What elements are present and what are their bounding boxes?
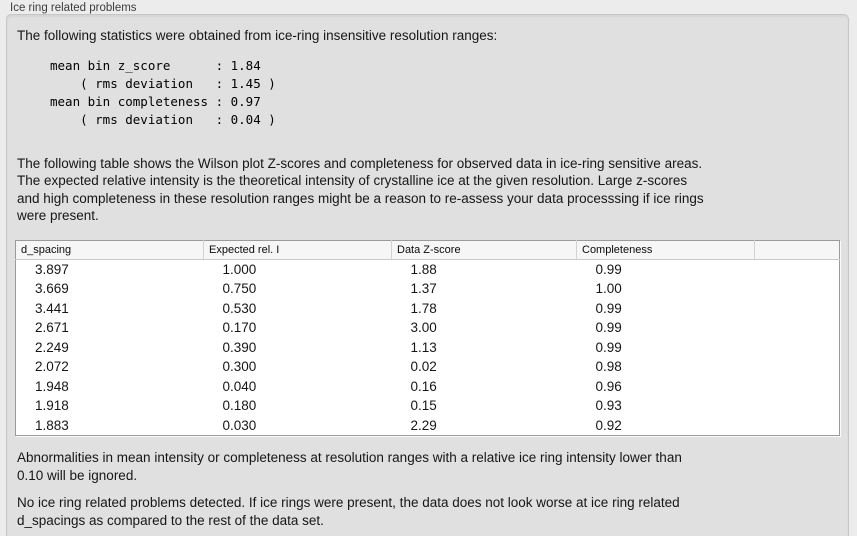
cell-d-spacing: 3.669 [35,281,69,296]
cell-empty [755,338,840,358]
cell-empty [755,279,840,299]
table-description: The following table shows the Wilson plo… [17,155,704,224]
column-header-completeness: Completeness [576,240,755,260]
column-header-data-z-score: Data Z-score [391,240,577,260]
cell-data-z-score: 2.29 [410,417,437,433]
table-body: 3.897 1.000 1.88 0.99 3.669 0.750 1.37 1… [16,259,840,436]
cell-data-z-score: 0.02 [410,359,437,374]
table-row[interactable]: 3.669 0.750 1.37 1.00 [16,279,840,299]
table-row[interactable]: 2.249 0.390 1.13 0.99 [16,338,840,358]
cell-expected-rel-i: 0.390 [222,339,257,355]
cell-d-spacing: 3.441 [35,300,69,316]
statistics-block: mean bin z_score : 1.84 ( rms deviation … [50,57,276,127]
table-row[interactable]: 2.072 0.300 0.02 0.98 [16,357,840,377]
cell-d-spacing: 2.671 [35,320,69,335]
cell-expected-rel-i: 0.300 [222,359,257,374]
cell-empty [755,396,840,416]
cell-empty [755,259,840,279]
cell-completeness: 0.93 [595,398,622,413]
cell-completeness: 0.92 [595,417,622,433]
table-row[interactable]: 1.883 0.030 2.29 0.92 [16,416,840,436]
cell-empty [755,318,840,338]
cell-completeness: 0.98 [595,359,622,374]
table-row[interactable]: 1.948 0.040 0.16 0.96 [16,377,840,397]
table-row[interactable]: 3.441 0.530 1.78 0.99 [16,299,840,319]
cell-data-z-score: 1.88 [410,261,437,277]
table-row[interactable]: 2.671 0.170 3.00 0.99 [16,318,840,338]
intro-text: The following statistics were obtained f… [17,28,498,43]
cell-expected-rel-i: 0.040 [222,378,257,394]
cell-completeness: 0.96 [595,378,622,394]
table-row[interactable]: 1.918 0.180 0.15 0.93 [16,396,840,416]
cell-expected-rel-i: 1.000 [222,261,257,277]
cell-completeness: 0.99 [595,261,622,277]
cell-data-z-score: 1.37 [410,281,437,296]
cell-data-z-score: 0.15 [410,398,437,413]
cell-data-z-score: 3.00 [410,320,437,335]
cell-empty [755,357,840,377]
cell-empty [755,299,840,319]
cell-expected-rel-i: 0.180 [222,398,257,413]
cell-completeness: 0.99 [595,320,622,335]
cell-expected-rel-i: 0.530 [222,300,257,316]
cell-data-z-score: 1.78 [410,300,437,316]
cell-completeness: 1.00 [595,281,622,296]
groupbox-title: Ice ring related problems [10,2,137,14]
cell-completeness: 0.99 [595,300,622,316]
table-row[interactable]: 3.897 1.000 1.88 0.99 [16,259,840,279]
cell-data-z-score: 1.13 [410,339,437,355]
table-header-row: d_spacing Expected rel. I Data Z-score C… [15,240,840,260]
cell-d-spacing: 1.918 [35,398,69,413]
column-header-expected-rel-i: Expected rel. I [203,240,392,260]
cell-d-spacing: 2.072 [35,359,69,374]
cell-expected-rel-i: 0.030 [222,417,257,433]
cell-expected-rel-i: 0.750 [222,281,257,296]
cell-completeness: 0.99 [595,339,622,355]
cell-empty [755,377,840,397]
column-header-empty [754,240,840,260]
cell-d-spacing: 2.249 [35,339,69,355]
conclusion-text: No ice ring related problems detected. I… [17,495,680,528]
ice-ring-groupbox: The following statistics were obtained f… [6,14,849,536]
cell-d-spacing: 1.883 [35,417,69,433]
cell-empty [755,416,840,436]
column-header-d-spacing: d_spacing [15,240,204,260]
cell-d-spacing: 3.897 [35,261,69,277]
cell-data-z-score: 0.16 [410,378,437,394]
cell-expected-rel-i: 0.170 [222,320,257,335]
abnormalities-note: Abnormalities in mean intensity or compl… [17,450,682,483]
ice-ring-table: d_spacing Expected rel. I Data Z-score C… [15,239,840,436]
cell-d-spacing: 1.948 [35,378,69,394]
